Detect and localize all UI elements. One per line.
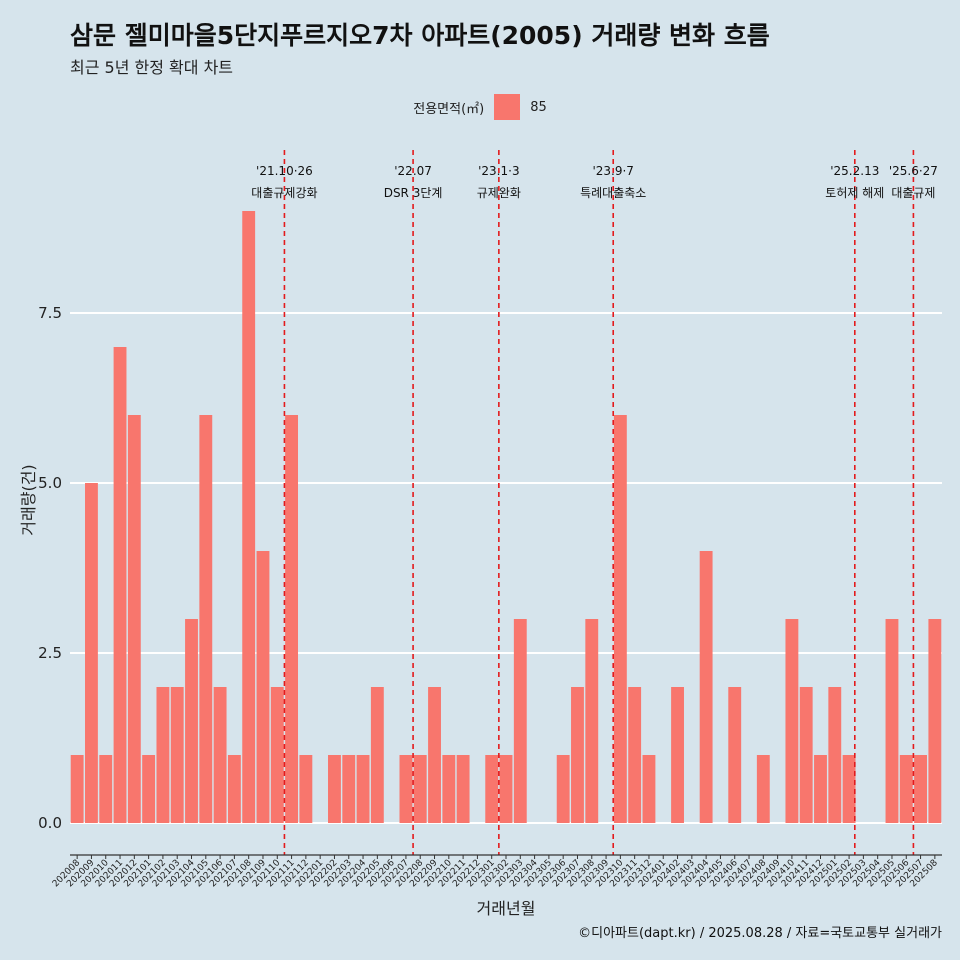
bar [213, 687, 227, 823]
legend-key-swatch [494, 94, 521, 120]
bar [571, 687, 584, 823]
bars [70, 211, 942, 823]
y-axis-ticks: 0.0 2.5 5.0 7.5 [38, 304, 62, 832]
bar [413, 755, 427, 823]
legend-title: 전용면적(㎡) [413, 101, 485, 117]
bar [328, 755, 341, 823]
bar [256, 551, 270, 823]
bar [127, 415, 141, 823]
bar [270, 687, 284, 823]
y-axis-title: 거래량(건) [19, 464, 38, 535]
bar [728, 687, 742, 823]
bar [85, 483, 98, 823]
bar [814, 755, 827, 823]
bar [199, 415, 213, 823]
bar [356, 755, 370, 823]
chart-subtitle: 최근 5년 한정 확대 차트 [70, 58, 234, 77]
legend-label: 85 [530, 99, 547, 115]
event-text-label: 대출규제 [891, 186, 935, 200]
bar [499, 755, 513, 823]
bar [370, 687, 384, 823]
bar [170, 687, 184, 823]
event-lines: '21.10·26 대출규제강화 '22.07 DSR 3단계 '23.1·3 규제완화 '… [251, 150, 938, 855]
bar [671, 687, 684, 823]
bar [642, 755, 656, 823]
x-axis-title: 거래년월 [477, 899, 536, 918]
event-text-label: 대출규제강화 [251, 186, 317, 200]
bar [756, 755, 770, 823]
x-axis: 2020082020092020102020112020122021012021… [51, 854, 942, 889]
bar [442, 755, 456, 823]
bar [628, 687, 642, 823]
chart-title: 삼문 젤미마을5단지푸르지오7차 아파트(2005) 거래량 변화 흐름 [70, 21, 770, 50]
bar [342, 755, 356, 823]
legend: 전용면적(㎡) 85 [0, 94, 960, 120]
event-text-label: DSR 3단계 [384, 186, 443, 200]
event-text-label: 규제완화 [477, 186, 521, 200]
bar [142, 755, 156, 823]
y-tick-label: 5.0 [38, 474, 62, 492]
bar [699, 551, 713, 823]
bar [299, 755, 313, 823]
bar [928, 619, 942, 823]
bar [785, 619, 799, 823]
bar [799, 687, 813, 823]
bar [556, 755, 570, 823]
event-text-label: 특례대출축소 [580, 186, 646, 200]
bar [242, 211, 256, 823]
bar [613, 415, 627, 823]
footer-credit: ©디아파트(dapt.kr) / 2025.08.28 / 자료=국토교통부 실… [578, 926, 942, 941]
bar [185, 619, 198, 823]
bar [485, 755, 499, 823]
event-date-label: '23.9·7 [592, 164, 633, 178]
event-date-label: '25.2.13 [830, 164, 879, 178]
bar [914, 755, 927, 823]
bar [399, 755, 413, 823]
bar [456, 755, 470, 823]
event-date-label: '22.07 [394, 164, 432, 178]
bar [585, 619, 599, 823]
bar [885, 619, 899, 823]
bar [828, 687, 842, 823]
bar [227, 755, 241, 823]
bar [513, 619, 527, 823]
bar [70, 755, 84, 823]
y-tick-label: 2.5 [38, 644, 62, 662]
event-text-label: 토허제 해제 [825, 186, 884, 200]
y-tick-label: 0.0 [38, 814, 62, 832]
event-date-label: '21.10·26 [256, 164, 313, 178]
bar [899, 755, 913, 823]
y-tick-label: 7.5 [38, 304, 62, 322]
bar [113, 347, 127, 823]
bar [842, 755, 856, 823]
bar [99, 755, 113, 823]
bar [156, 687, 170, 823]
event-date-label: '25.6·27 [889, 164, 938, 178]
event-date-label: '23.1·3 [478, 164, 519, 178]
bar [285, 415, 299, 823]
bar [428, 687, 441, 823]
